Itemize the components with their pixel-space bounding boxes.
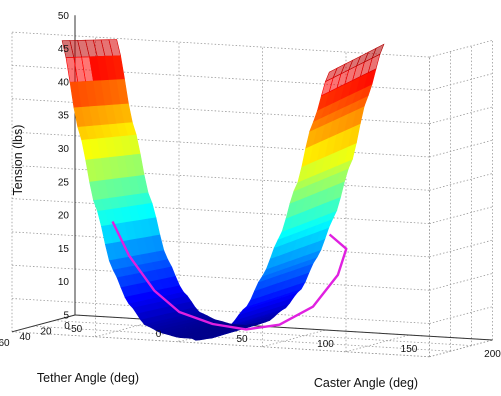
z-tick-label: 45 bbox=[58, 44, 70, 55]
x-tick-label: 100 bbox=[317, 339, 334, 350]
y-tick-label: 40 bbox=[19, 332, 31, 343]
z-tick-label: 25 bbox=[58, 177, 70, 188]
x-grid-line bbox=[262, 329, 326, 348]
x-grid-line bbox=[95, 319, 159, 338]
surface-patch bbox=[371, 43, 385, 59]
z-grid-line bbox=[429, 206, 493, 224]
z-grid-line bbox=[429, 139, 493, 158]
y-axis-title: Tether Angle (deg) bbox=[37, 371, 139, 385]
y-tick-label: 60 bbox=[0, 338, 10, 349]
z-grid-line bbox=[429, 39, 493, 58]
z-tick-label: 50 bbox=[58, 11, 70, 22]
z-grid-line bbox=[429, 106, 493, 125]
x-tick-label: 150 bbox=[401, 344, 418, 355]
z-tick-label: 35 bbox=[58, 111, 70, 122]
x-tick-label: -50 bbox=[68, 324, 83, 335]
z-tick-labels: 5 10 15 20 25 30 35 40 45 50 bbox=[58, 11, 70, 322]
x-tick-label: 50 bbox=[236, 334, 248, 345]
y-tick-label: 20 bbox=[40, 327, 52, 338]
z-axis-title: Tension (lbs) bbox=[11, 125, 25, 196]
z-grid-line bbox=[429, 173, 493, 191]
z-tick-label: 15 bbox=[58, 244, 70, 255]
z-grid-line bbox=[429, 306, 493, 324]
trajectory-series bbox=[111, 220, 348, 331]
axis-line bbox=[11, 314, 76, 333]
z-grid-line bbox=[429, 273, 493, 291]
x-tick-label: 200 bbox=[484, 349, 501, 360]
x-tick-labels: -50 0 50 100 150 200 bbox=[68, 324, 501, 360]
z-grid-line bbox=[429, 239, 493, 258]
trajectory-line bbox=[111, 220, 348, 331]
z-tick-label: 5 bbox=[63, 311, 69, 322]
z-tick-label: 10 bbox=[58, 277, 70, 288]
x-axis-title: Caster Angle (deg) bbox=[314, 376, 418, 390]
surface-plot bbox=[61, 39, 385, 341]
z-tick-label: 30 bbox=[58, 144, 70, 155]
z-tick-label: 40 bbox=[58, 77, 70, 88]
x-grid-line bbox=[345, 334, 410, 353]
x-grid-line bbox=[429, 339, 493, 358]
z-grid-line bbox=[429, 73, 493, 91]
z-tick-label: 20 bbox=[58, 211, 70, 222]
x-tick-label: 0 bbox=[156, 329, 162, 340]
y-tick-label: 0 bbox=[64, 321, 70, 332]
y-tick-labels: 60 40 20 0 bbox=[0, 321, 70, 349]
